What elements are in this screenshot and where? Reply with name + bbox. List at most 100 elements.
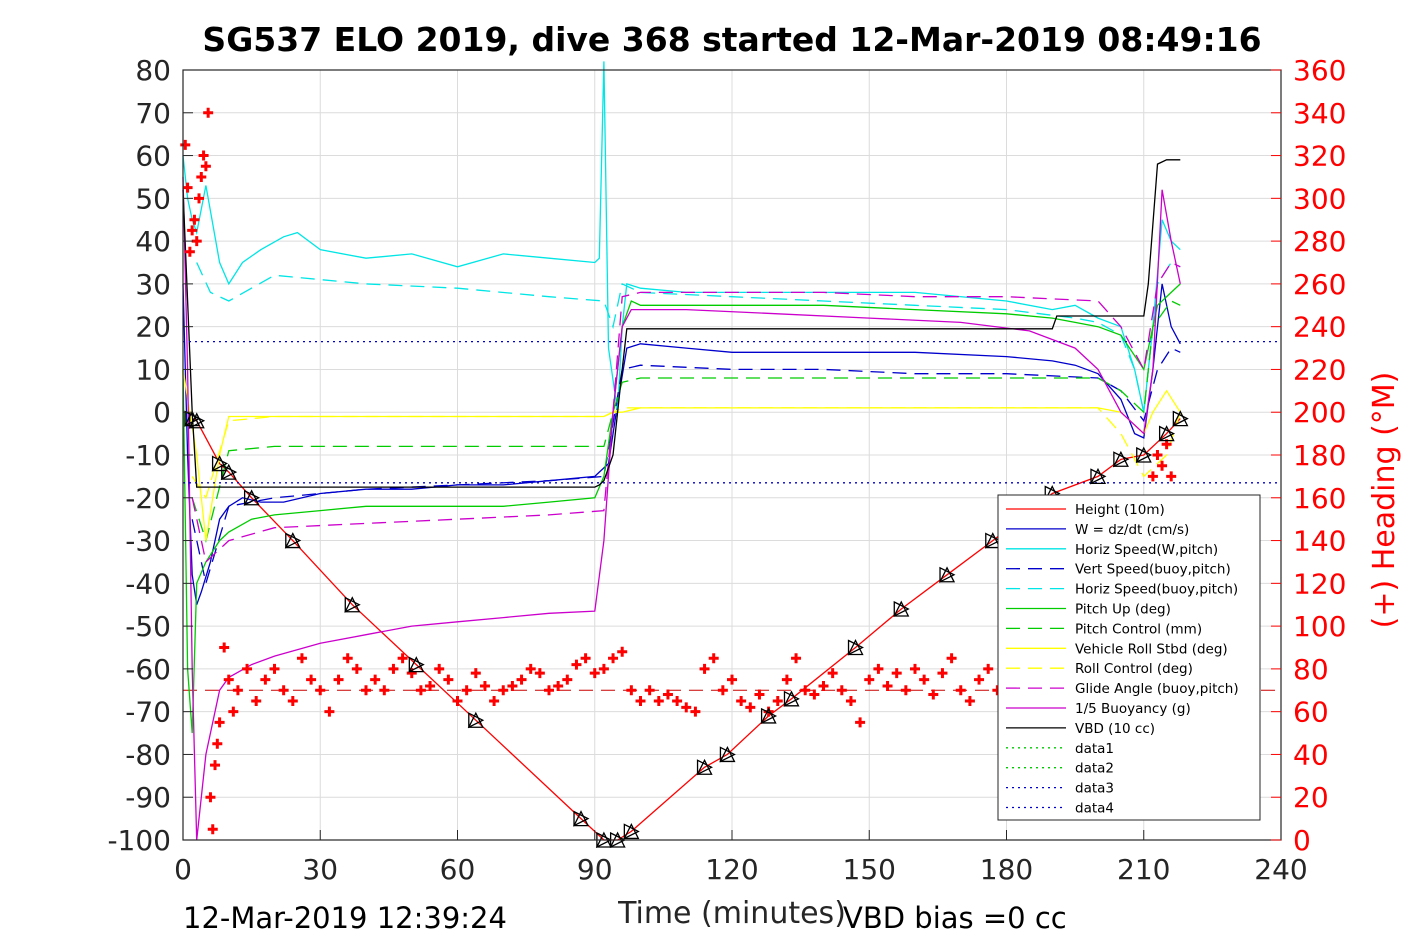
- series-line: [191, 407, 1181, 500]
- heading-point: [205, 792, 216, 803]
- heading-point: [983, 663, 994, 674]
- series-line: [182, 176, 1181, 841]
- legend-label: Horiz Speed(W,pitch): [1075, 542, 1218, 558]
- dive-marker-up: [1112, 450, 1129, 467]
- dive-marker-right: [760, 707, 778, 724]
- x-tick-label: 240: [1254, 853, 1307, 886]
- x-tick-label: 90: [577, 853, 613, 886]
- heading-point: [818, 681, 829, 691]
- dive-marker-right: [408, 656, 425, 673]
- right-tick-label: 20: [1293, 781, 1329, 814]
- y-tick-label: 40: [135, 225, 171, 258]
- heading-point: [608, 653, 619, 664]
- dive-marker-up: [938, 566, 956, 583]
- dive-marker-right: [1090, 468, 1107, 485]
- dive-marker-up: [1089, 467, 1107, 485]
- footer-vbd-bias: VBD bias =0 cc: [843, 901, 1067, 935]
- y-tick-label: 70: [135, 97, 171, 130]
- y-tick-label: 50: [135, 182, 171, 215]
- dive-marker-up: [188, 412, 205, 429]
- dive-marker-up: [623, 822, 640, 840]
- dive-marker-up: [184, 410, 201, 427]
- heading-point: [809, 689, 820, 700]
- heading-point: [919, 674, 930, 685]
- dive-marker-up: [893, 600, 910, 617]
- y-tick-label: -70: [125, 696, 171, 729]
- heading-point: [180, 139, 191, 150]
- heading-point: [690, 706, 701, 717]
- heading-point: [845, 695, 856, 706]
- heading-point: [699, 663, 710, 674]
- legend-label: Vert Speed(buoy,pitch): [1075, 562, 1231, 578]
- heading-point: [232, 685, 243, 696]
- dive-marker-up: [211, 455, 228, 472]
- heading-point: [461, 685, 472, 696]
- series-line: [182, 159, 1181, 488]
- heading-point: [479, 681, 490, 691]
- chart-title: SG537 ELO 2019, dive 368 started 12-Mar-…: [202, 20, 1261, 59]
- heading-point: [1166, 471, 1177, 482]
- dive-marker-right: [243, 489, 261, 506]
- heading-point: [617, 646, 628, 657]
- dive-marker-right: [893, 600, 910, 618]
- heading-point: [296, 653, 307, 664]
- heading-point: [434, 663, 445, 674]
- heading-point: [974, 674, 985, 685]
- heading-point: [214, 717, 225, 728]
- heading-point: [955, 685, 966, 696]
- heading-point: [184, 246, 195, 257]
- dive-marker-up: [1172, 410, 1189, 427]
- legend-label: Pitch Control (mm): [1075, 621, 1202, 637]
- dive-marker-up: [984, 532, 1001, 549]
- heading-point: [269, 663, 280, 674]
- heading-point: [589, 668, 600, 679]
- y-tick-label: 0: [153, 396, 171, 429]
- y-tick-label: 10: [135, 353, 171, 386]
- dive-marker-right: [783, 690, 800, 707]
- heading-point: [200, 161, 211, 172]
- legend-label: Pitch Up (deg): [1075, 602, 1171, 618]
- right-tick-label: 0: [1293, 824, 1311, 857]
- dive-marker-right: [1172, 410, 1189, 427]
- heading-point: [681, 702, 692, 713]
- right-tick-label: 300: [1293, 182, 1346, 215]
- heading-point: [772, 695, 783, 706]
- series-line: [191, 300, 1181, 543]
- heading-point: [187, 225, 198, 236]
- heading-point: [1157, 460, 1168, 471]
- heading-point: [260, 674, 271, 685]
- x-tick-label: 60: [440, 853, 476, 886]
- legend-label: Horiz Speed(buoy,pitch): [1075, 582, 1238, 598]
- series-line: [196, 261, 1181, 413]
- heading-point: [425, 681, 436, 691]
- heading-point: [873, 663, 884, 674]
- dive-marker-up: [467, 711, 484, 728]
- heading-point: [507, 681, 518, 691]
- y-tick-label: -80: [125, 738, 171, 771]
- right-axis-label: (+) Heading (°M): [1367, 372, 1402, 629]
- heading-point: [928, 689, 939, 700]
- heading-point: [598, 663, 609, 674]
- dive-marker-right: [189, 412, 206, 429]
- y-tick-label: -100: [107, 824, 171, 857]
- y-tick-label: -30: [125, 525, 171, 558]
- heading-point: [306, 674, 317, 685]
- heading-point: [891, 668, 902, 679]
- dive-marker-right: [211, 455, 229, 472]
- heading-point: [470, 668, 481, 679]
- heading-point: [900, 685, 911, 696]
- dive-marker-right: [719, 746, 736, 763]
- x-tick-label: 120: [705, 853, 758, 886]
- heading-point: [415, 685, 426, 696]
- legend-label: VBD (10 cc): [1075, 721, 1155, 737]
- heading-point: [571, 659, 582, 670]
- dive-marker-right: [1158, 425, 1176, 442]
- heading-point: [534, 668, 545, 679]
- dive-marker-right: [344, 596, 361, 613]
- legend-label: data1: [1075, 741, 1114, 757]
- heading-point: [361, 685, 371, 696]
- heading-point: [182, 182, 193, 193]
- heading-point: [781, 674, 792, 685]
- dive-marker-right: [939, 566, 956, 583]
- heading-point: [333, 674, 344, 685]
